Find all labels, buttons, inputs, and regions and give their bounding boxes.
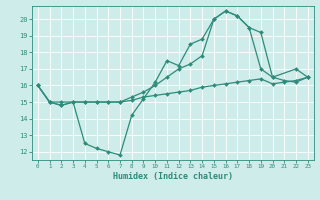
X-axis label: Humidex (Indice chaleur): Humidex (Indice chaleur): [113, 172, 233, 181]
